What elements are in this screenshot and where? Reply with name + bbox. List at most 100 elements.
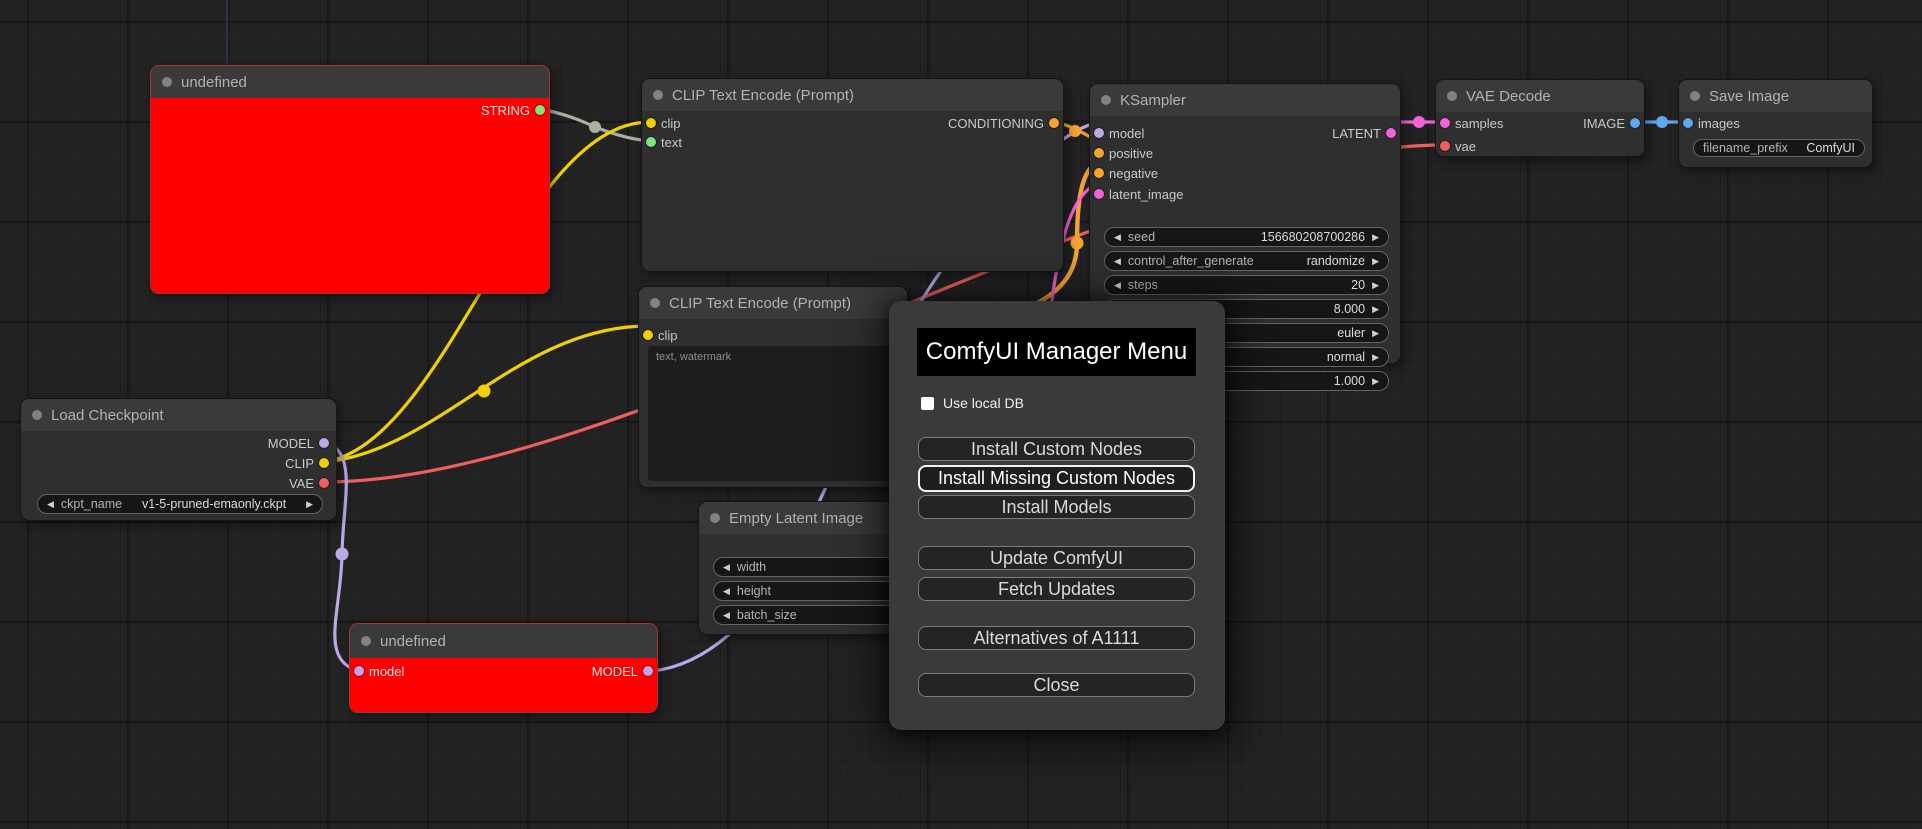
image-port-dot[interactable] xyxy=(1630,118,1640,128)
samples-port-dot[interactable] xyxy=(1440,118,1450,128)
install-custom-nodes-button[interactable]: Install Custom Nodes xyxy=(918,437,1195,461)
vae-port-dot[interactable] xyxy=(319,478,329,488)
increment-arrow-icon[interactable]: ▶ xyxy=(1372,327,1379,338)
decrement-arrow-icon[interactable]: ◀ xyxy=(1114,255,1121,266)
update-comfyui-button[interactable]: Update ComfyUI xyxy=(918,546,1195,570)
reroute-dot-image[interactable] xyxy=(1656,116,1668,128)
node-save-image[interactable]: Save Image images filename_prefix ComfyU… xyxy=(1678,79,1873,168)
conditioning-port-dot[interactable] xyxy=(1049,118,1059,128)
widget-value: randomize xyxy=(1306,254,1366,268)
use-local-db-checkbox[interactable] xyxy=(921,396,934,410)
collapse-dot-icon[interactable] xyxy=(653,90,663,100)
output-row-vae: VAE xyxy=(147,473,336,493)
decrement-arrow-icon[interactable]: ◀ xyxy=(723,585,730,596)
positive-port-dot[interactable] xyxy=(1094,148,1104,158)
node-vae-decode[interactable]: VAE Decode samples vae IMAGE xyxy=(1435,79,1645,157)
comfyui-manager-menu-dialog: ComfyUI Manager Menu Use local DB Instal… xyxy=(889,301,1225,730)
widget-label: steps xyxy=(1127,278,1158,292)
decrement-arrow-icon[interactable]: ◀ xyxy=(1114,279,1121,290)
node-title: Save Image xyxy=(1709,87,1790,105)
node-title-bar[interactable]: undefined xyxy=(350,624,657,658)
model-port-dot[interactable] xyxy=(1094,128,1104,138)
port-label: latent_image xyxy=(1109,186,1184,202)
close-button[interactable]: Close xyxy=(918,673,1195,697)
increment-arrow-icon[interactable]: ▶ xyxy=(1372,375,1379,386)
node-title-bar[interactable]: Load Checkpoint xyxy=(21,399,336,431)
widget-ckpt-name[interactable]: ◀ ckpt_name v1-5-pruned-emaonly.ckpt ▶ xyxy=(37,494,323,514)
model-port-dot[interactable] xyxy=(354,666,364,676)
reroute-dot-string[interactable] xyxy=(589,121,601,133)
port-label: clip xyxy=(658,327,678,343)
increment-arrow-icon[interactable]: ▶ xyxy=(306,498,313,509)
node-title-bar[interactable]: KSampler xyxy=(1090,84,1400,116)
widget-value: v1-5-pruned-emaonly.ckpt xyxy=(141,497,287,511)
reroute-dot-latent[interactable] xyxy=(1413,116,1425,128)
reroute-dot-clip[interactable] xyxy=(477,384,491,398)
install-missing-custom-nodes-button[interactable]: Install Missing Custom Nodes xyxy=(918,465,1195,492)
collapse-dot-icon[interactable] xyxy=(1447,91,1457,101)
node-title: CLIP Text Encode (Prompt) xyxy=(672,86,855,104)
model-port-dot[interactable] xyxy=(643,666,653,676)
increment-arrow-icon[interactable]: ▶ xyxy=(1372,303,1379,314)
node-title-bar[interactable]: Save Image xyxy=(1679,80,1872,112)
node-title-bar[interactable]: CLIP Text Encode (Prompt) xyxy=(642,79,1063,111)
latent-image-port-dot[interactable] xyxy=(1094,189,1104,199)
widget-filename-prefix[interactable]: filename_prefix ComfyUI xyxy=(1693,139,1865,157)
decrement-arrow-icon[interactable]: ◀ xyxy=(47,498,54,509)
negative-port-dot[interactable] xyxy=(1094,168,1104,178)
reroute-dot-positive[interactable] xyxy=(1069,125,1081,137)
prompt-textarea[interactable]: text, watermark xyxy=(648,346,900,481)
input-row-model: model xyxy=(1090,123,1144,143)
port-label: IMAGE xyxy=(1583,115,1625,131)
increment-arrow-icon[interactable]: ▶ xyxy=(1372,351,1379,362)
port-label: clip xyxy=(661,115,681,131)
output-row-string: STRING xyxy=(151,100,549,120)
node-title: Load Checkpoint xyxy=(51,406,164,424)
node-title-bar[interactable]: undefined xyxy=(151,66,549,98)
node-clip-text-encode-1[interactable]: CLIP Text Encode (Prompt) clip text COND… xyxy=(641,78,1064,272)
decrement-arrow-icon[interactable]: ◀ xyxy=(1114,231,1121,242)
reroute-dot-negative[interactable] xyxy=(1070,236,1084,250)
clip-port-dot[interactable] xyxy=(646,118,656,128)
fetch-updates-button[interactable]: Fetch Updates xyxy=(918,577,1195,601)
dialog-title: ComfyUI Manager Menu xyxy=(917,328,1196,376)
vae-port-dot[interactable] xyxy=(1440,141,1450,151)
reroute-dot-model[interactable] xyxy=(335,547,349,561)
output-row-clip: CLIP xyxy=(147,453,336,473)
string-port-dot[interactable] xyxy=(535,105,545,115)
widget-label: width xyxy=(736,560,767,574)
increment-arrow-icon[interactable]: ▶ xyxy=(1372,255,1379,266)
node-clip-text-encode-2[interactable]: CLIP Text Encode (Prompt) clip text, wat… xyxy=(638,286,908,488)
node-title-bar[interactable]: VAE Decode xyxy=(1436,80,1644,112)
collapse-dot-icon[interactable] xyxy=(361,636,371,646)
latent-port-dot[interactable] xyxy=(1386,128,1396,138)
node-load-checkpoint[interactable]: Load Checkpoint MODEL CLIP VAE ◀ ckpt_na… xyxy=(20,398,337,521)
collapse-dot-icon[interactable] xyxy=(710,513,720,523)
text-port-dot[interactable] xyxy=(646,137,656,147)
widget-steps[interactable]: ◀ steps 20 ▶ xyxy=(1104,275,1389,295)
alternatives-of-a1111-button[interactable]: Alternatives of A1111 xyxy=(918,626,1195,650)
images-port-dot[interactable] xyxy=(1683,118,1693,128)
offscreen-link-segment xyxy=(226,0,228,66)
install-models-button[interactable]: Install Models xyxy=(918,495,1195,519)
node-title-bar[interactable]: CLIP Text Encode (Prompt) xyxy=(639,287,907,319)
decrement-arrow-icon[interactable]: ◀ xyxy=(723,609,730,620)
collapse-dot-icon[interactable] xyxy=(1690,91,1700,101)
collapse-dot-icon[interactable] xyxy=(650,298,660,308)
widget-control-after-generate[interactable]: ◀ control_after_generate randomize ▶ xyxy=(1104,251,1389,271)
input-row-positive: positive xyxy=(1090,143,1153,163)
decrement-arrow-icon[interactable]: ◀ xyxy=(723,561,730,572)
clip-port-dot[interactable] xyxy=(319,458,329,468)
node-undefined-top[interactable]: undefined STRING xyxy=(150,65,550,294)
node-undefined-bottom[interactable]: undefined model MODEL xyxy=(349,623,658,713)
increment-arrow-icon[interactable]: ▶ xyxy=(1372,279,1379,290)
collapse-dot-icon[interactable] xyxy=(32,410,42,420)
collapse-dot-icon[interactable] xyxy=(162,77,172,87)
widget-seed[interactable]: ◀ seed 156680208700286 ▶ xyxy=(1104,227,1389,247)
collapse-dot-icon[interactable] xyxy=(1101,95,1111,105)
increment-arrow-icon[interactable]: ▶ xyxy=(1372,231,1379,242)
model-port-dot[interactable] xyxy=(319,438,329,448)
clip-port-dot[interactable] xyxy=(643,330,653,340)
port-label: vae xyxy=(1455,138,1476,154)
